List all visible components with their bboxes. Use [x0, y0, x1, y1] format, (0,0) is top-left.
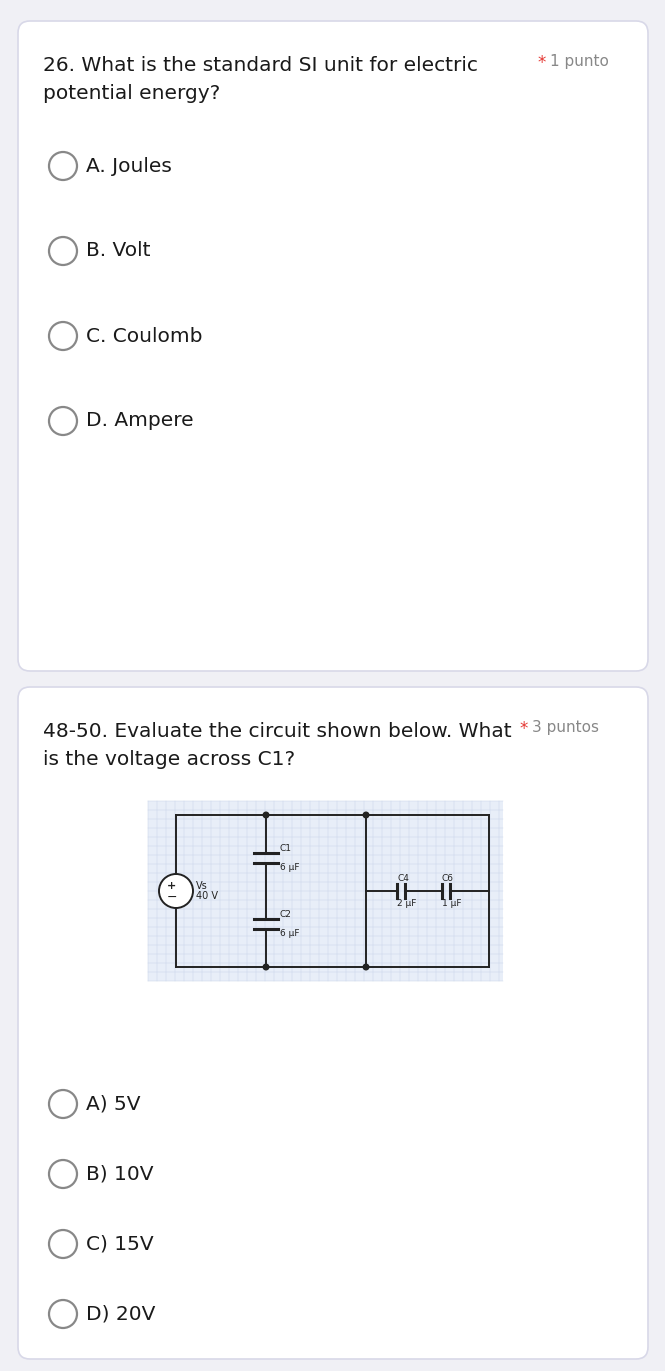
- Text: C4: C4: [397, 873, 409, 883]
- Circle shape: [363, 812, 369, 817]
- Circle shape: [49, 407, 77, 435]
- Text: 6 μF: 6 μF: [280, 862, 299, 872]
- Circle shape: [49, 237, 77, 265]
- Text: B. Volt: B. Volt: [86, 241, 150, 260]
- Circle shape: [263, 812, 269, 817]
- Text: B) 10V: B) 10V: [86, 1164, 154, 1183]
- Text: C1: C1: [280, 843, 292, 853]
- Text: potential energy?: potential energy?: [43, 84, 220, 103]
- Text: 1 punto: 1 punto: [550, 53, 609, 69]
- Text: −: −: [167, 891, 178, 903]
- Text: 2 μF: 2 μF: [397, 899, 416, 908]
- Bar: [148, 801, 503, 982]
- FancyBboxPatch shape: [18, 687, 648, 1359]
- Circle shape: [159, 873, 193, 908]
- Text: +: +: [168, 882, 177, 891]
- Text: *: *: [520, 720, 529, 738]
- Text: C. Coulomb: C. Coulomb: [86, 326, 203, 345]
- Text: D. Ampere: D. Ampere: [86, 411, 194, 430]
- Text: C2: C2: [280, 910, 292, 920]
- Text: *: *: [538, 53, 547, 73]
- Circle shape: [49, 152, 77, 180]
- Text: 48-50. Evaluate the circuit shown below. What: 48-50. Evaluate the circuit shown below.…: [43, 723, 511, 740]
- Text: is the voltage across C1?: is the voltage across C1?: [43, 750, 295, 769]
- Text: A) 5V: A) 5V: [86, 1094, 140, 1113]
- Text: 3 puntos: 3 puntos: [532, 720, 599, 735]
- Text: 1 μF: 1 μF: [442, 899, 462, 908]
- Text: D) 20V: D) 20V: [86, 1304, 156, 1323]
- Circle shape: [49, 1230, 77, 1259]
- Text: 26. What is the standard SI unit for electric: 26. What is the standard SI unit for ele…: [43, 56, 478, 75]
- Circle shape: [363, 964, 369, 969]
- Circle shape: [49, 1090, 77, 1117]
- Text: C) 15V: C) 15V: [86, 1234, 154, 1253]
- Text: 40 V: 40 V: [196, 891, 218, 901]
- Text: C6: C6: [442, 873, 454, 883]
- Circle shape: [263, 964, 269, 969]
- Text: A. Joules: A. Joules: [86, 156, 172, 175]
- Circle shape: [49, 1160, 77, 1189]
- FancyBboxPatch shape: [18, 21, 648, 670]
- Text: Vs: Vs: [196, 882, 207, 891]
- Circle shape: [49, 322, 77, 350]
- Circle shape: [49, 1300, 77, 1328]
- Text: 6 μF: 6 μF: [280, 930, 299, 938]
